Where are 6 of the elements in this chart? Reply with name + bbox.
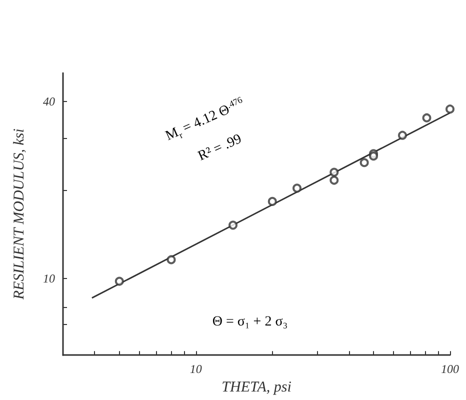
y-axis-title: RESILIENT MODULUS, ksi xyxy=(12,128,28,301)
x-axis-title: THETA, psi xyxy=(222,380,292,396)
x-tick-label: 100 xyxy=(441,362,459,376)
annotation: R² = .99 xyxy=(196,132,244,164)
y-tick-label: 40 xyxy=(43,94,55,109)
annotation: Θ = σ₁ + 2 σ₃ xyxy=(212,314,288,330)
